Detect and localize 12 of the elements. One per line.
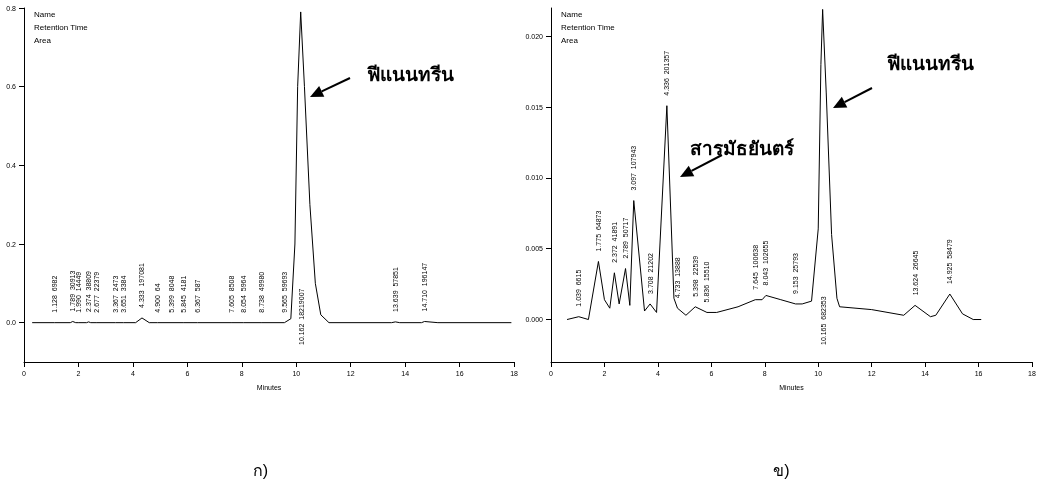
annotation: Area <box>34 35 52 45</box>
annotation: สารมัธยันตร์ <box>690 136 795 159</box>
line-series <box>31 11 512 324</box>
annotation: ฟีแนนทรีน <box>366 62 454 85</box>
annotation: Retention Time <box>561 22 616 32</box>
annotation: ฟีแนนทรีน <box>886 51 974 74</box>
annotation: Retention Time <box>34 22 89 32</box>
text: ก) <box>252 461 269 479</box>
annotation: Area <box>561 35 579 45</box>
text: ข) <box>773 461 790 479</box>
annotation: Name <box>34 9 56 19</box>
annotation: Name <box>561 9 583 19</box>
